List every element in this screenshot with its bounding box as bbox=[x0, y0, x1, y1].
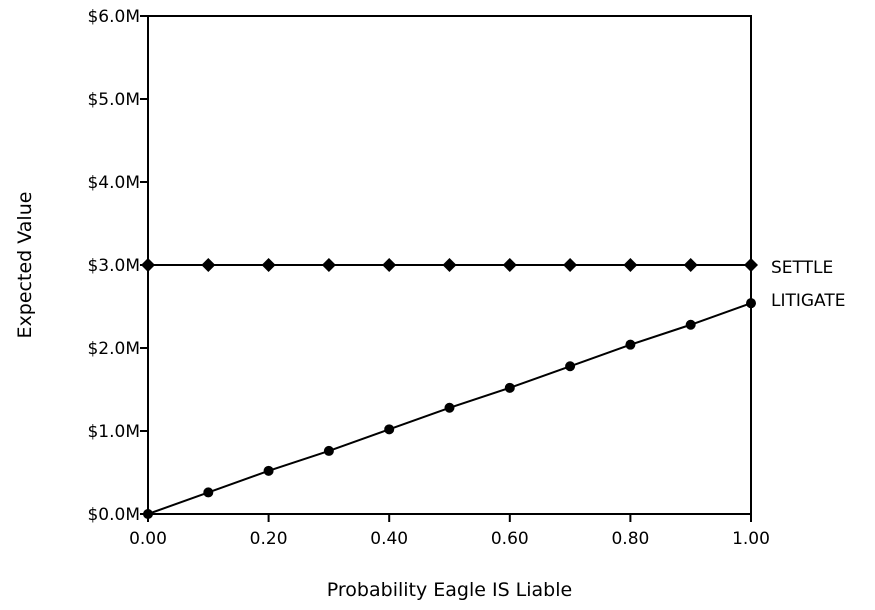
x-tick-label: 0.60 bbox=[491, 529, 529, 549]
data-point-diamond bbox=[623, 258, 638, 272]
x-tick-label: 1.00 bbox=[732, 529, 770, 549]
x-axis-ticks: 0.00 0.20 0.40 0.60 0.80 1.00 bbox=[129, 514, 770, 549]
y-tick-label: $1.0M bbox=[87, 422, 140, 442]
series-litigate: LITIGATE bbox=[143, 291, 846, 519]
data-point-diamond bbox=[442, 258, 457, 272]
y-tick-label: $3.0M bbox=[87, 256, 140, 276]
x-tick-label: 0.00 bbox=[129, 529, 167, 549]
y-tick-label: $0.0M bbox=[87, 505, 140, 525]
x-tick-label: 0.20 bbox=[250, 529, 288, 549]
data-point-diamond bbox=[261, 258, 276, 272]
data-point-diamond bbox=[502, 258, 517, 272]
data-point-diamond bbox=[563, 258, 578, 272]
data-point-diamond bbox=[744, 258, 758, 272]
series-label-settle: SETTLE bbox=[771, 258, 833, 278]
y-tick-label: $2.0M bbox=[87, 339, 140, 359]
data-point-diamond bbox=[201, 258, 216, 272]
y-tick-label: $5.0M bbox=[87, 90, 140, 110]
data-point-circle bbox=[625, 339, 636, 350]
data-point-circle bbox=[565, 361, 576, 372]
data-point-circle bbox=[504, 382, 515, 393]
y-tick-label: $6.0M bbox=[87, 7, 140, 27]
data-point-circle bbox=[323, 445, 334, 456]
x-axis-title: Probability Eagle IS Liable bbox=[327, 579, 572, 601]
data-point-diamond bbox=[321, 258, 336, 272]
series-settle: SETTLE bbox=[141, 258, 833, 278]
series-layer: SETTLE LITIGATE bbox=[141, 258, 846, 519]
x-tick-label: 0.80 bbox=[611, 529, 649, 549]
x-tick-label: 0.40 bbox=[370, 529, 408, 549]
y-axis-title: Expected Value bbox=[14, 192, 36, 339]
data-point-circle bbox=[203, 487, 214, 498]
data-point-circle bbox=[746, 298, 756, 309]
y-tick-label: $4.0M bbox=[87, 173, 140, 193]
series-label-litigate: LITIGATE bbox=[771, 291, 846, 311]
data-point-diamond bbox=[382, 258, 397, 272]
data-point-circle bbox=[444, 402, 455, 413]
data-point-circle bbox=[263, 465, 274, 476]
data-point-circle bbox=[685, 319, 696, 330]
y-axis-ticks: $0.0M $1.0M $2.0M $3.0M $4.0M $5.0M $6.0M bbox=[87, 7, 148, 525]
data-point-diamond bbox=[683, 258, 698, 272]
data-point-diamond bbox=[141, 258, 155, 272]
data-point-circle bbox=[143, 509, 153, 519]
data-point-circle bbox=[384, 424, 395, 435]
